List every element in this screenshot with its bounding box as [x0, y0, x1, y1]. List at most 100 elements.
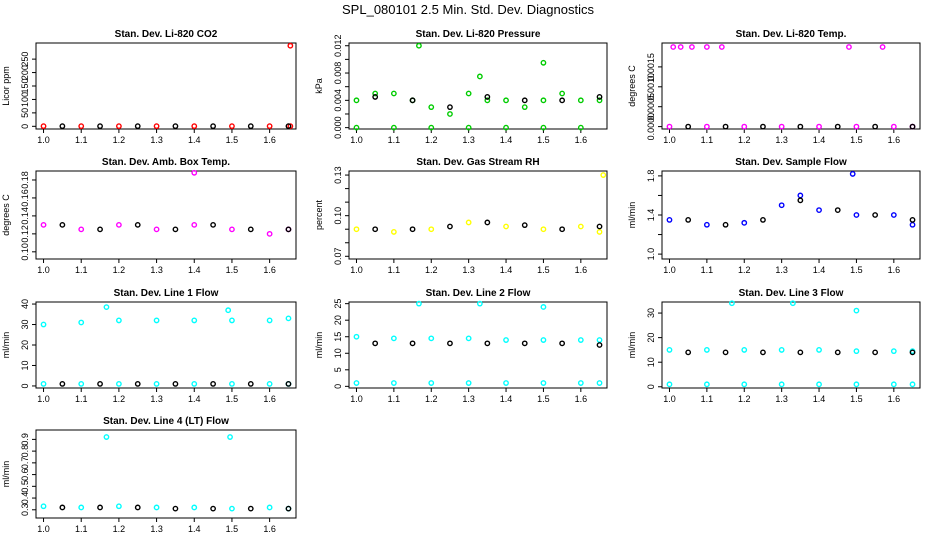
data-point — [428, 124, 435, 131]
x-tick-label: 1.2 — [425, 265, 438, 275]
mean-point — [872, 123, 879, 130]
x-tick-label: 1.1 — [701, 265, 714, 275]
data-point — [729, 300, 735, 307]
mean-point — [409, 226, 416, 233]
data-point — [40, 381, 47, 387]
y-tick-label: 200 — [20, 65, 30, 80]
y-tick-label: 0.9 — [20, 433, 30, 446]
x-tick-label: 1.6 — [263, 524, 276, 534]
data-point — [540, 59, 547, 66]
y-axis-label: ml/min — [314, 332, 324, 359]
x-tick-label: 1.3 — [462, 394, 475, 404]
plot-frame — [661, 301, 921, 389]
y-tick-label: 0.5 — [20, 480, 30, 493]
x-tick-label: 1.3 — [775, 135, 788, 145]
plot-frame — [348, 42, 608, 130]
mean-point — [285, 123, 292, 130]
y-tick-label: 40 — [20, 299, 30, 309]
x-tick-label: 1.3 — [150, 524, 163, 534]
data-point — [103, 434, 110, 440]
data-point — [416, 300, 422, 307]
x-tick-label: 1.5 — [537, 265, 550, 275]
x-tick-label: 1.1 — [75, 394, 88, 404]
data-point — [703, 44, 710, 50]
mean-point — [59, 123, 66, 130]
data-point — [909, 381, 916, 388]
y-tick-label: 0.0010 — [646, 73, 656, 101]
data-point — [465, 90, 472, 97]
y-tick-label: 150 — [20, 78, 30, 93]
x-tick-label: 1.4 — [188, 265, 201, 275]
y-tick-label: 0.10 — [20, 243, 30, 261]
data-points — [40, 42, 294, 130]
data-point — [577, 223, 584, 230]
mean-point — [210, 505, 217, 512]
data-point — [596, 337, 603, 343]
data-point — [816, 347, 822, 353]
mean-point — [484, 219, 491, 226]
x-tick-label: 1.5 — [226, 265, 239, 275]
data-point — [890, 348, 897, 355]
mean-point — [447, 104, 453, 111]
data-point — [287, 42, 294, 49]
data-point — [666, 347, 673, 353]
mean-point — [872, 349, 879, 356]
mean-point — [59, 504, 66, 511]
mean-point — [172, 123, 179, 130]
mean-point — [559, 340, 566, 347]
panel-2: Stan. Dev. Li-820 Pressure kPa 1.0 1.1 1.2 1.… — [314, 29, 608, 145]
y-tick-label: 0.10 — [333, 207, 343, 225]
data-point — [778, 347, 785, 353]
y-axis-label: degrees C — [627, 65, 637, 107]
mean-point — [872, 212, 879, 218]
data-point — [503, 124, 509, 131]
y-tick-label: 0.0005 — [646, 93, 656, 121]
x-tick-label: 1.5 — [850, 394, 863, 404]
data-point — [115, 123, 122, 130]
plot-frame — [661, 170, 921, 260]
data-point — [853, 123, 860, 130]
mean-point — [797, 349, 804, 356]
mean-point — [909, 216, 916, 223]
panel-title: Stan. Dev. Amb. Box Temp. — [102, 157, 230, 168]
data-point — [428, 335, 435, 342]
data-point — [78, 226, 85, 233]
mean-point — [97, 123, 103, 130]
data-point — [718, 44, 725, 50]
mean-point — [134, 123, 141, 130]
data-point — [428, 226, 435, 233]
panel-10: Stan. Dev. Line 4 (LT) Flow ml/min 1.0 1.1 1… — [1, 416, 297, 534]
y-tick-label: 0.6 — [20, 468, 30, 481]
x-tick-label: 1.4 — [500, 394, 513, 404]
panel-8: Stan. Dev. Line 2 Flow ml/min 1.0 1.1 1.2 1.3… — [314, 288, 608, 404]
x-tick-label: 1.2 — [425, 394, 438, 404]
data-point — [266, 381, 273, 387]
data-point — [846, 44, 852, 50]
mean-point — [722, 349, 729, 356]
data-point — [40, 221, 47, 228]
data-point — [390, 380, 397, 386]
x-tick-label: 1.1 — [388, 394, 401, 404]
x-tick-label: 1.5 — [226, 394, 239, 404]
data-point — [741, 219, 748, 226]
mean-points — [59, 381, 292, 387]
mean-point — [909, 123, 916, 130]
data-point — [153, 317, 160, 324]
y-axis-label: ml/min — [1, 332, 11, 359]
data-point — [191, 381, 198, 387]
data-point — [503, 380, 509, 386]
data-point — [40, 321, 47, 328]
mean-points — [59, 504, 292, 512]
x-tick-label: 1.4 — [188, 135, 201, 145]
x-tick-label: 1.6 — [263, 265, 276, 275]
data-point — [465, 124, 472, 131]
data-point — [78, 504, 85, 511]
data-point — [447, 111, 453, 117]
data-point — [40, 503, 47, 510]
data-point — [390, 90, 397, 97]
panel-title: Stan. Dev. Line 1 Flow — [114, 288, 219, 299]
mean-point — [372, 226, 379, 233]
data-point — [153, 226, 160, 233]
mean-point — [134, 221, 141, 228]
y-tick-label: 30 — [646, 308, 656, 318]
